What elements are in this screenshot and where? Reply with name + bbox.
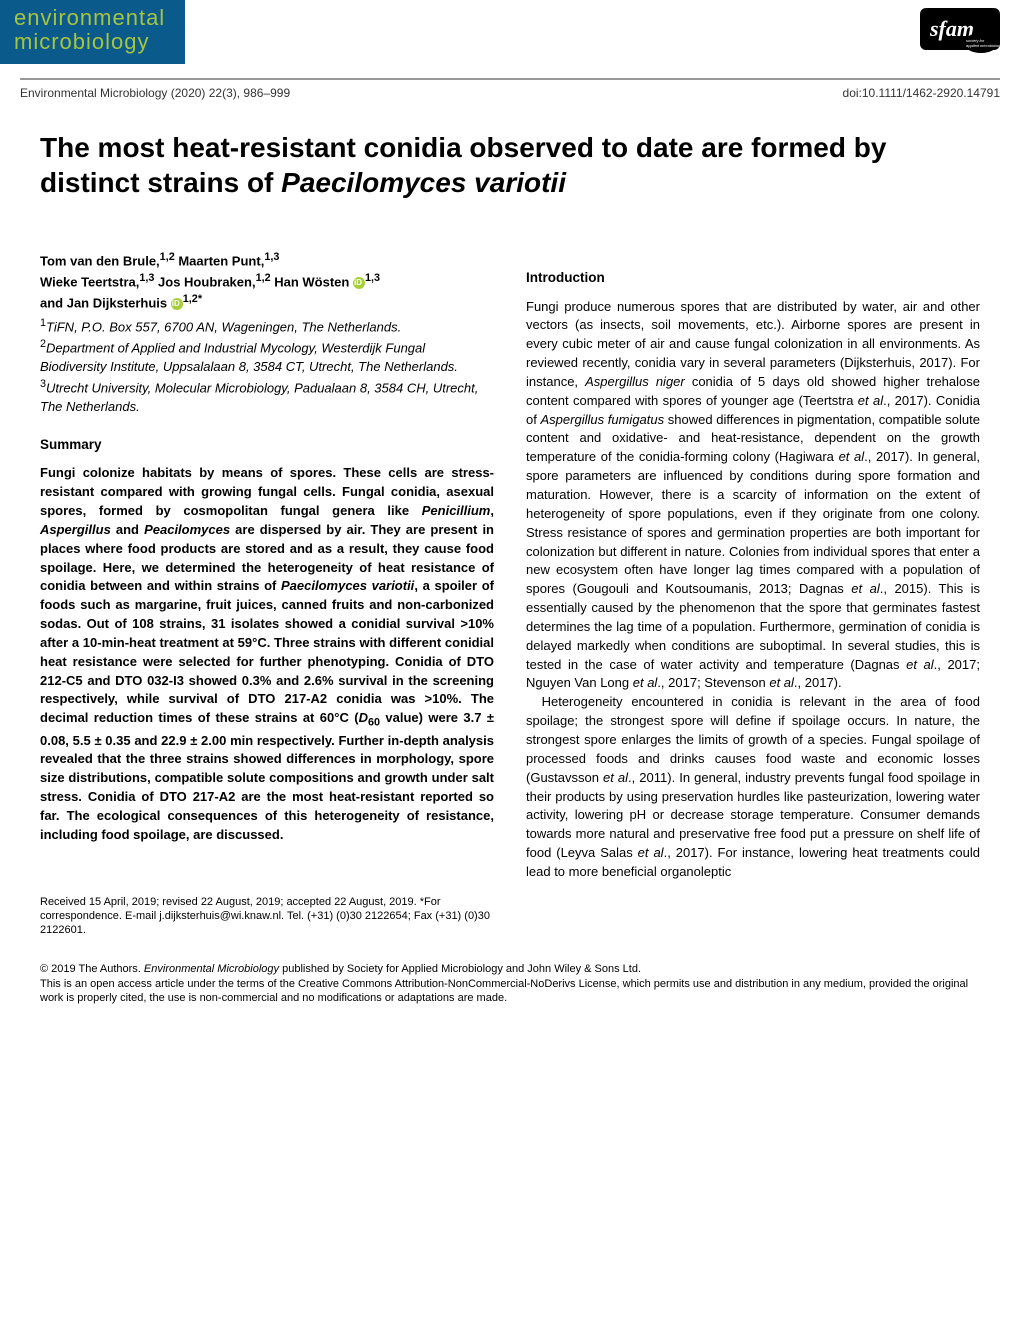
author-3: Wieke Teertstra, — [40, 275, 139, 290]
d60-sub: 60 — [368, 717, 380, 729]
received-note: Received 15 April, 2019; revised 22 Augu… — [40, 895, 494, 938]
intro-text: ., 2017; Stevenson — [657, 675, 769, 690]
aff3-text: Utrecht University, Molecular Microbiolo… — [40, 380, 478, 414]
author-2-sup: 1,3 — [264, 251, 279, 263]
two-column-layout: Tom van den Brule,1,2 Maarten Punt,1,3 W… — [40, 250, 980, 937]
sfam-logo-icon: sfam society for applied microbiology — [920, 8, 1000, 58]
author-2: Maarten Punt, — [175, 253, 265, 268]
summary-species: Peacilomyces — [144, 522, 230, 537]
header-banner: environmental microbiology sfam society … — [0, 0, 1020, 70]
author-1-sup: 1,2 — [160, 251, 175, 263]
journal-info-row: Environmental Microbiology (2020) 22(3),… — [20, 78, 1000, 100]
journal-logo: environmental microbiology — [0, 0, 185, 64]
intro-etal: et al — [839, 449, 865, 464]
author-1: Tom van den Brule, — [40, 253, 160, 268]
author-3-sup: 1,3 — [139, 272, 154, 284]
journal-logo-line1: environmental — [14, 6, 171, 30]
copyright-suffix: published by Society for Applied Microbi… — [279, 963, 641, 975]
intro-etal: et al — [633, 675, 658, 690]
introduction-body: Fungi produce numerous spores that are d… — [526, 298, 980, 882]
intro-species: Aspergillus fumigatus — [541, 412, 665, 427]
journal-issue-info: Environmental Microbiology (2020) 22(3),… — [20, 86, 290, 100]
author-6: and Jan Dijksterhuis — [40, 296, 171, 311]
summary-text: , a spoiler of foods such as margarine, … — [40, 578, 494, 725]
left-column: Tom van den Brule,1,2 Maarten Punt,1,3 W… — [40, 250, 494, 937]
intro-para-2: Heterogeneity encountered in conidia is … — [526, 693, 980, 881]
aff2-text: Department of Applied and Industrial Myc… — [40, 340, 458, 374]
title-species: Paecilomyces variotii — [281, 167, 566, 198]
copyright-prefix: © 2019 The Authors. — [40, 963, 144, 975]
intro-etal: et al — [906, 657, 934, 672]
article-title: The most heat-resistant conidia observed… — [40, 130, 980, 200]
summary-species: Aspergillus — [40, 522, 111, 537]
journal-logo-line2: microbiology — [14, 30, 171, 54]
affiliations: 1TiFN, P.O. Box 557, 6700 AN, Wageningen… — [40, 316, 494, 417]
summary-body: Fungi colonize habitats by means of spor… — [40, 464, 494, 844]
summary-text: value) were 3.7 ± 0.08, 5.5 ± 0.35 and 2… — [40, 710, 494, 842]
author-6-sup: 1,2* — [183, 293, 202, 305]
d60-symbol: D — [359, 710, 368, 725]
intro-etal: et al — [769, 675, 794, 690]
summary-species: Penicillium — [422, 503, 491, 518]
summary-heading: Summary — [40, 435, 494, 455]
footer: © 2019 The Authors. Environmental Microb… — [40, 962, 980, 1005]
introduction-heading: Introduction — [526, 268, 980, 288]
intro-text: ., 2017). In general, spore parameters a… — [526, 449, 980, 596]
author-list: Tom van den Brule,1,2 Maarten Punt,1,3 W… — [40, 250, 494, 314]
author-5: Han Wösten — [271, 275, 353, 290]
intro-etal: et al — [858, 393, 883, 408]
svg-text:applied microbiology: applied microbiology — [966, 43, 1000, 48]
intro-text: ., 2017). — [794, 675, 842, 690]
summary-species: Paecilomyces variotii — [281, 578, 414, 593]
intro-para-1: Fungi produce numerous spores that are d… — [526, 298, 980, 694]
doi-text: doi:10.1111/1462-2920.14791 — [843, 86, 1000, 100]
intro-species: Aspergillus niger — [585, 374, 685, 389]
orcid-icon[interactable] — [353, 277, 365, 289]
summary-text: , — [490, 503, 494, 518]
author-4-sup: 1,2 — [256, 272, 271, 284]
intro-etal: et al — [851, 581, 879, 596]
author-4: Jos Houbraken, — [154, 275, 255, 290]
intro-etal: et al — [603, 770, 628, 785]
intro-etal: et al — [638, 845, 664, 860]
license-text: This is an open access article under the… — [40, 978, 968, 1004]
copyright-journal: Environmental Microbiology — [144, 963, 279, 975]
author-5-sup: 1,3 — [365, 272, 380, 284]
orcid-icon[interactable] — [171, 298, 183, 310]
aff1-text: TiFN, P.O. Box 557, 6700 AN, Wageningen,… — [46, 319, 401, 334]
summary-text: and — [111, 522, 144, 537]
right-column: Introduction Fungi produce numerous spor… — [526, 250, 980, 937]
